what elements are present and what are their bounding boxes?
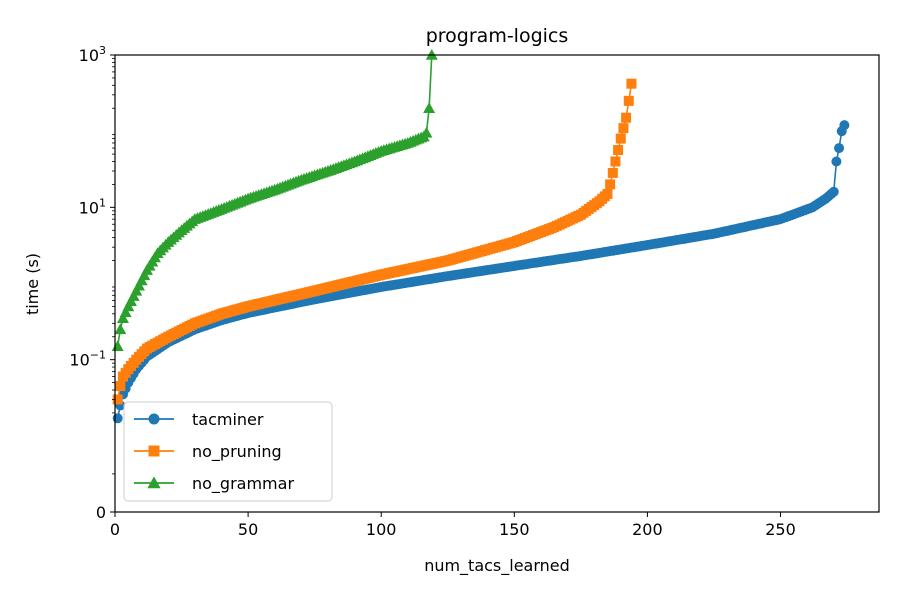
legend-item-tacminer: tacminer [134, 410, 264, 429]
y-tick-label: 10−1 [69, 349, 106, 370]
y-tick-label: 103 [79, 44, 106, 65]
data-point-no_grammar [114, 323, 127, 335]
data-point-no_grammar [111, 340, 124, 352]
data-point-no_grammar [420, 126, 433, 138]
x-axis: 0 50 100 150 200 250 [110, 512, 796, 539]
data-point-tacminer [834, 143, 845, 154]
legend-marker-no_grammar [147, 476, 161, 489]
x-axis-label: num_tacs_learned [424, 556, 570, 576]
chart-title: program-logics [426, 25, 569, 47]
plot-area [111, 49, 850, 424]
legend-label: no_pruning [192, 442, 282, 462]
series-line-no_pruning [116, 83, 633, 400]
data-point-no_pruning [605, 179, 616, 190]
x-tick-label: 250 [765, 520, 796, 539]
data-point-no_pruning [621, 112, 632, 123]
legend-marker-no_pruning [148, 445, 160, 457]
y-tick-label: 0 [96, 503, 106, 522]
axes-frame [114, 54, 880, 513]
data-point-tacminer [831, 156, 842, 167]
y-axis-label: time (s) [23, 253, 42, 315]
data-point-no_pruning [618, 123, 629, 134]
legend-item-no_grammar: no_grammar [134, 474, 294, 494]
legend-item-no_pruning: no_pruning [134, 442, 282, 462]
data-point-tacminer [828, 186, 839, 197]
legend: tacminer no_pruning no_grammar [123, 401, 333, 502]
x-tick-label: 50 [238, 520, 258, 539]
series-no_pruning [112, 78, 637, 405]
data-point-no_grammar [423, 102, 436, 114]
x-tick-label: 150 [499, 520, 530, 539]
x-tick-label: 0 [110, 520, 120, 539]
data-point-tacminer [112, 413, 123, 424]
y-tick-label: 101 [79, 196, 106, 217]
data-point-no_grammar [119, 306, 132, 318]
data-point-no_pruning [610, 156, 621, 167]
data-point-no_pruning [613, 145, 624, 156]
legend-label: no_grammar [192, 474, 294, 494]
legend-box [123, 401, 333, 502]
legend-marker-tacminer [148, 413, 160, 425]
data-point-no_grammar [116, 312, 129, 324]
data-point-no_pruning [607, 167, 618, 178]
data-point-no_pruning [112, 394, 123, 405]
data-point-no_pruning [626, 78, 637, 89]
series-no_grammar [111, 49, 438, 352]
x-tick-label: 100 [366, 520, 397, 539]
series-tacminer [112, 120, 850, 424]
data-point-no_pruning [615, 133, 626, 144]
x-tick-label: 200 [632, 520, 663, 539]
data-point-no_pruning [115, 381, 126, 392]
data-point-tacminer [839, 120, 850, 131]
data-point-no_pruning [623, 95, 634, 106]
y-axis: 0 10−1 101 103 [69, 44, 115, 522]
legend-label: tacminer [192, 410, 264, 429]
data-point-no_pruning [602, 188, 613, 199]
